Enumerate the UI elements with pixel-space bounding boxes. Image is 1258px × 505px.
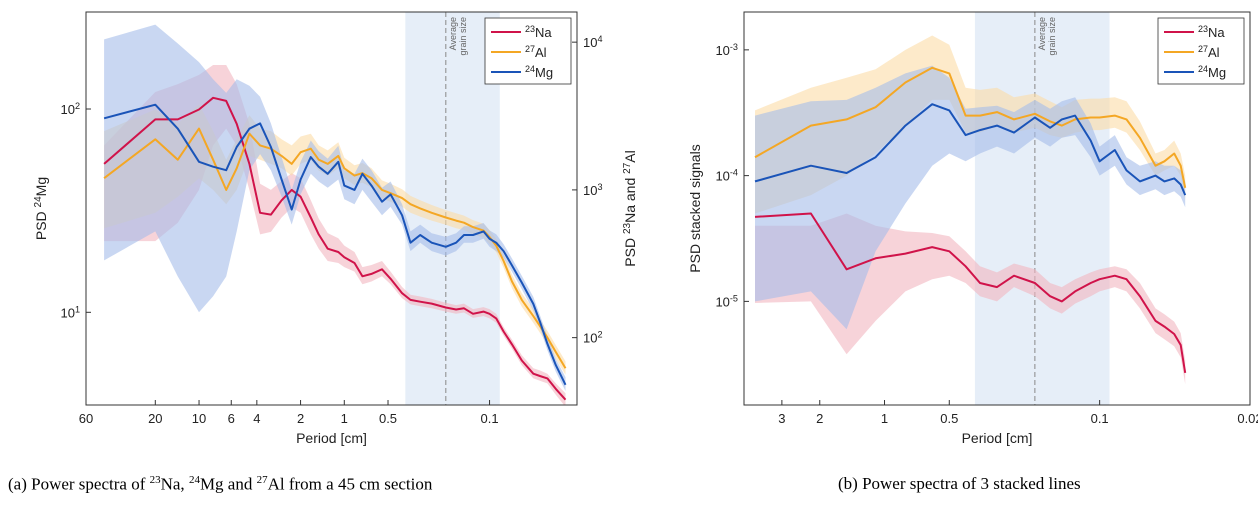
x-tick-label: 4 xyxy=(253,411,260,426)
x-tick-label: 3 xyxy=(778,411,785,426)
x-tick-label: 0.02 xyxy=(1237,411,1258,426)
y-tick-label: 10-5 xyxy=(715,293,738,309)
line-23Na xyxy=(754,212,1187,374)
legend: 23Na 27Al 24Mg xyxy=(484,17,572,85)
grain-size-label-1: Average xyxy=(1037,17,1047,50)
x-tick-label: 0.1 xyxy=(1091,411,1109,426)
grain-size-label-2: grain size xyxy=(1047,17,1057,56)
x-tick-label: 2 xyxy=(816,411,823,426)
caption-b: (b) Power spectra of 3 stacked lines xyxy=(838,474,1081,493)
x-tick-label: 1 xyxy=(881,411,888,426)
grain-size-band xyxy=(974,12,1110,405)
plot-area xyxy=(103,24,567,405)
y2-axis-label: PSD 23Na and 27Al xyxy=(622,150,639,266)
x-tick-label: 0.1 xyxy=(481,411,499,426)
line-27Al xyxy=(103,127,567,369)
line-24Mg xyxy=(103,103,567,386)
x-tick-label: 6 xyxy=(228,411,235,426)
x-axis-label: Period [cm] xyxy=(296,430,367,446)
grain-size-label-2: grain size xyxy=(458,17,468,56)
y-tick-label: 101 xyxy=(60,304,80,320)
legend-label-Mg: 24Mg xyxy=(525,64,553,80)
axes-frame xyxy=(743,11,1251,406)
y-axis-label: PSD 24Mg xyxy=(33,177,50,240)
band-24Mg xyxy=(104,24,566,391)
line-23Na xyxy=(103,96,567,401)
x-tick-label: 2 xyxy=(297,411,304,426)
x-tick-label: 0.5 xyxy=(379,411,397,426)
x-tick-label: 60 xyxy=(79,411,93,426)
axes-frame xyxy=(85,11,578,406)
legend-label-Na: 23Na xyxy=(525,24,552,40)
x-tick-label: 0.5 xyxy=(940,411,958,426)
legend-label-Mg: 24Mg xyxy=(1198,64,1226,80)
y2-tick-label: 102 xyxy=(583,330,603,346)
line-27Al xyxy=(754,66,1187,188)
y2-tick-label: 103 xyxy=(583,182,603,198)
panel-a: Average grain size 60 20 10 6 4 2 1 0.5 0.1 Period … xyxy=(33,11,639,446)
x-axis-label: Period [cm] xyxy=(962,430,1033,446)
y-tick-label: 10-4 xyxy=(715,168,738,184)
caption-a: (a) Power spectra of 23Na, 24Mg and 27Al… xyxy=(8,474,433,494)
y-tick-label: 102 xyxy=(60,101,80,117)
y-tick-label: 10-3 xyxy=(715,42,738,58)
grain-size-label-1: Average xyxy=(448,17,458,50)
x-tick-label: 10 xyxy=(192,411,206,426)
plot-area xyxy=(754,35,1187,385)
line-24Mg xyxy=(754,103,1187,196)
y2-tick-label: 104 xyxy=(583,34,603,50)
legend: 23Na 27Al 24Mg xyxy=(1157,17,1245,85)
legend-label-Na: 23Na xyxy=(1198,24,1225,40)
y-axis-label: PSD stacked signals xyxy=(687,144,703,272)
x-tick-label: 1 xyxy=(341,411,348,426)
legend-label-Al: 27Al xyxy=(1198,44,1220,60)
legend-label-Al: 27Al xyxy=(525,44,547,60)
x-tick-label: 20 xyxy=(148,411,162,426)
